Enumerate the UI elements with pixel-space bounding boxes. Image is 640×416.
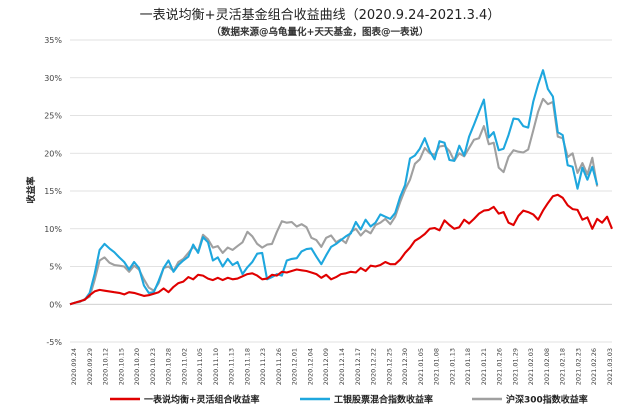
- x-tick-label: 2020.11.23: [259, 348, 267, 385]
- x-tick-label: 2021.02.08: [543, 348, 551, 385]
- series-line-3: [69, 97, 599, 306]
- x-tick-label: 2020.12.09: [322, 348, 330, 385]
- y-tick-label: 10%: [44, 225, 62, 234]
- x-tick-label: 2020.11.13: [228, 348, 236, 385]
- series-line-1: [69, 193, 613, 306]
- x-tick-label: 2020.12.22: [370, 348, 378, 385]
- x-tick-label: 2020.12.01: [291, 348, 299, 385]
- x-tick-label: 2021.01.18: [464, 348, 472, 385]
- x-tick-label: 2020.10.23: [149, 348, 157, 385]
- x-tick-label: 2020.09.29: [86, 348, 94, 385]
- y-tick-label: 30%: [44, 74, 62, 83]
- x-tick-label: 2020.11.05: [196, 348, 204, 385]
- y-tick-label: 35%: [44, 36, 62, 45]
- x-axis-ticks: 2020.09.24 2020.09.29 2020.10.12 2020.10.15…: [70, 348, 614, 385]
- x-tick-label: 2020.12.14: [338, 348, 346, 385]
- legend-item: 工银股票混合指数收益率: [300, 394, 433, 406]
- x-tick-label: 2021.01.21: [480, 348, 488, 385]
- x-tick-label: 2021.03.03: [606, 348, 614, 385]
- y-tick-label: 25%: [44, 112, 62, 121]
- series-lines: [69, 69, 613, 306]
- x-tick-label: 2021.02.18: [559, 348, 567, 385]
- y-tick-label: 20%: [44, 149, 62, 158]
- series-line-2: [69, 69, 599, 306]
- x-tick-label: 2021.01.29: [511, 348, 519, 385]
- gridlines: [70, 39, 612, 343]
- y-tick-label: -5%: [46, 338, 62, 347]
- x-tick-label: 2021.02.23: [574, 348, 582, 385]
- x-tick-label: 2020.11.02: [180, 348, 188, 385]
- x-tick-label: 2020.11.26: [275, 348, 283, 385]
- legend-label: 一表说均衡+灵活组合收益率: [144, 394, 260, 406]
- x-tick-label: 2020.11.18: [243, 348, 251, 385]
- y-axis-label: 收益率: [25, 176, 37, 203]
- x-tick-label: 2021.01.08: [433, 348, 441, 385]
- legend: 一表说均衡+灵活组合收益率 工银股票混合指数收益率 沪深300指数收益率: [110, 394, 588, 406]
- x-tick-label: 2021.01.05: [417, 348, 425, 385]
- x-tick-label: 2020.12.17: [354, 348, 362, 385]
- x-tick-label: 2021.01.26: [496, 348, 504, 385]
- y-axis-ticks: -5% 0% 5% 10% 15% 20% 25% 30% 35%: [44, 36, 62, 347]
- legend-item: 沪深300指数收益率: [472, 394, 588, 406]
- y-tick-label: 15%: [44, 187, 62, 196]
- x-tick-label: 2020.10.28: [165, 348, 173, 385]
- x-tick-label: 2020.12.25: [385, 348, 393, 385]
- legend-label: 沪深300指数收益率: [506, 394, 588, 406]
- x-tick-label: 2020.10.15: [117, 348, 125, 385]
- legend-label: 工银股票混合指数收益率: [334, 394, 433, 406]
- x-tick-label: 2021.02.26: [590, 348, 598, 385]
- chart-title: 一表说均衡+灵活基金组合收益曲线（2020.9.24-2021.3.4）: [140, 7, 501, 23]
- x-tick-label: 2020.10.12: [102, 348, 110, 385]
- chart-subtitle: （数据来源@乌龟量化+天天基金，图表@一表说）: [212, 26, 429, 38]
- x-tick-label: 2020.09.24: [70, 348, 78, 385]
- y-tick-label: 5%: [49, 263, 62, 272]
- legend-item: 一表说均衡+灵活组合收益率: [110, 394, 260, 406]
- x-tick-label: 2021.01.13: [448, 348, 456, 385]
- x-tick-label: 2020.11.10: [212, 348, 220, 385]
- x-tick-label: 2021.02.03: [527, 348, 535, 385]
- x-tick-label: 2020.12.30: [401, 348, 409, 385]
- y-tick-label: 0%: [49, 300, 62, 309]
- x-tick-label: 2020.10.20: [133, 348, 141, 385]
- x-tick-label: 2020.12.04: [306, 348, 314, 385]
